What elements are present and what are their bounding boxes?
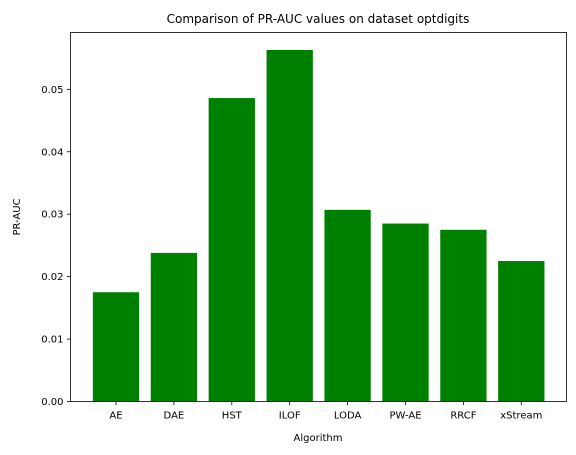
y-tick-label: 0.04	[41, 147, 63, 158]
plot-frame	[70, 32, 567, 402]
bar-xstream	[498, 261, 545, 402]
bar-loda	[324, 209, 371, 402]
bar-ae	[92, 292, 140, 402]
chart-title: Comparison of PR-AUC values on dataset o…	[167, 12, 470, 26]
x-tick-label: PW-AE	[389, 411, 421, 422]
x-tick-label: LODA	[334, 411, 362, 422]
y-axis-label: PR-AUC	[12, 198, 23, 235]
y-tick-label: 0.01	[41, 335, 63, 346]
y-tick-label: 0.03	[41, 210, 63, 221]
bar-hst	[208, 98, 255, 402]
x-tick-label: xStream	[500, 411, 542, 422]
bar-pw-ae	[382, 223, 429, 402]
bars-group	[92, 49, 545, 402]
bar-ilof	[266, 49, 313, 402]
x-tick-label: RRCF	[450, 411, 476, 422]
bar-rrcf	[440, 229, 487, 402]
y-axis-ticks: 0.00 0.01 0.02 0.03 0.04 0.05	[41, 85, 71, 408]
bar-dae	[150, 252, 198, 402]
x-tick-label: DAE	[164, 411, 185, 422]
y-tick-label: 0.05	[41, 85, 63, 96]
x-tick-label: ILOF	[279, 411, 301, 422]
y-tick-label: 0.00	[41, 397, 63, 408]
x-tick-label: AE	[109, 411, 122, 422]
x-tick-label: HST	[222, 411, 243, 422]
x-axis-ticks: AE DAE HST ILOF LODA PW-AE RRCF xStream	[109, 401, 542, 422]
y-tick-label: 0.02	[41, 272, 63, 283]
x-axis-label: Algorithm	[294, 433, 343, 444]
